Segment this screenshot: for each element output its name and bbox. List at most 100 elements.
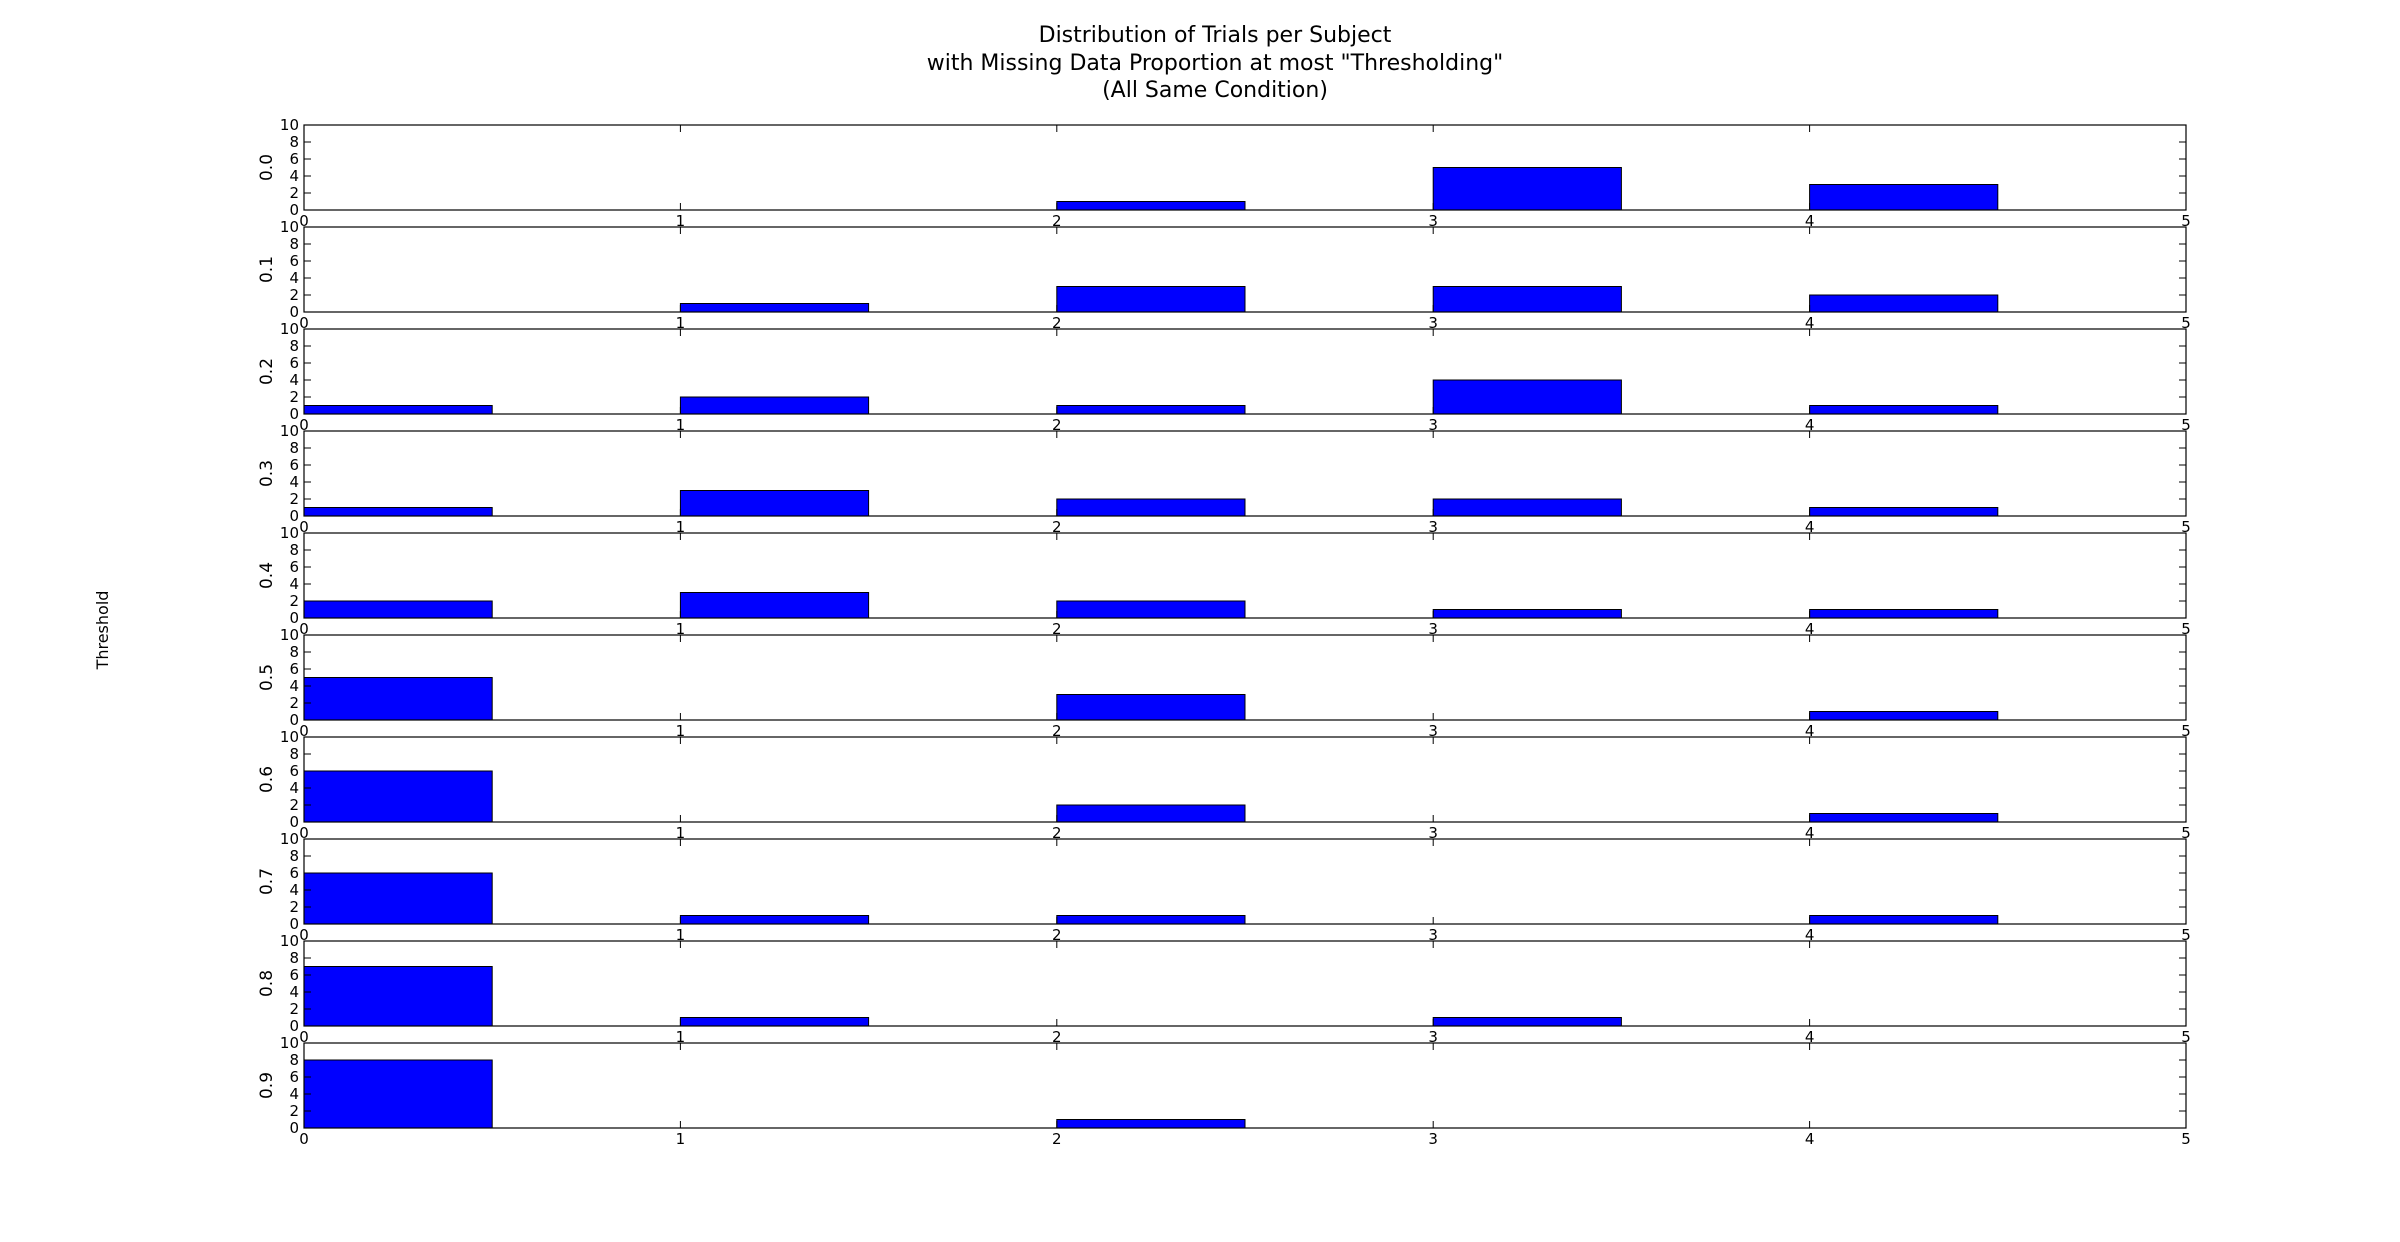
xtick-label-3-1: 1 (676, 518, 686, 536)
bar-9-2 (1056, 1119, 1246, 1129)
bar-7-2 (1056, 915, 1246, 925)
bar-7-1 (679, 915, 870, 925)
ytick-label-7-0: 0 (289, 915, 299, 933)
ytick-label-4-2: 4 (289, 575, 299, 593)
ytick-label-2-1: 2 (289, 388, 299, 406)
panel-frame-6 (303, 736, 2187, 823)
bar-4-4 (1809, 609, 1999, 619)
panel-frame-0 (303, 124, 2187, 211)
ytick-label-0-3: 6 (289, 150, 299, 168)
bar-4-1 (679, 592, 870, 619)
ytick-label-8-5: 10 (280, 932, 299, 950)
ytick-label-3-4: 8 (289, 439, 299, 457)
ytick-label-4-3: 6 (289, 558, 299, 576)
ytick-label-9-2: 4 (289, 1085, 299, 1103)
ytick-label-7-3: 6 (289, 864, 299, 882)
xtick-label-2-2: 2 (1052, 416, 1062, 434)
panel-label-5: 0.5 (257, 664, 277, 691)
xtick-label-5-3: 3 (1428, 722, 1438, 740)
xtick-label-4-5: 5 (2181, 620, 2191, 638)
bar-2-3 (1432, 379, 1622, 415)
panel-label-8: 0.8 (257, 970, 277, 997)
xtick-label-1-5: 5 (2181, 314, 2191, 332)
bar-5-4 (1809, 711, 1999, 721)
xtick-label-3-4: 4 (1805, 518, 1815, 536)
xtick-label-6-3: 3 (1428, 824, 1438, 842)
ytick-label-5-5: 10 (280, 626, 299, 644)
xtick-label-1-2: 2 (1052, 314, 1062, 332)
ytick-label-3-3: 6 (289, 456, 299, 474)
bar-2-4 (1809, 405, 1999, 415)
xtick-label-6-4: 4 (1805, 824, 1815, 842)
ytick-label-8-1: 2 (289, 1000, 299, 1018)
xtick-label-8-2: 2 (1052, 1028, 1062, 1046)
ytick-label-8-3: 6 (289, 966, 299, 984)
xtick-label-4-1: 1 (676, 620, 686, 638)
xtick-label-4-0: 0 (299, 620, 309, 638)
panel-frame-4 (303, 532, 2187, 619)
ytick-label-1-3: 6 (289, 252, 299, 270)
y-axis-label: Threshold (93, 591, 112, 671)
panel-frame-8 (303, 940, 2187, 1027)
xtick-label-3-5: 5 (2181, 518, 2191, 536)
xtick-label-3-0: 0 (299, 518, 309, 536)
xtick-label-0-2: 2 (1052, 212, 1062, 230)
ytick-label-5-3: 6 (289, 660, 299, 678)
ytick-label-3-2: 4 (289, 473, 299, 491)
ytick-label-3-1: 2 (289, 490, 299, 508)
xtick-label-2-5: 5 (2181, 416, 2191, 434)
ytick-label-0-5: 10 (280, 116, 299, 134)
bar-7-0 (303, 872, 493, 925)
ytick-label-6-5: 10 (280, 728, 299, 746)
xtick-label-2-4: 4 (1805, 416, 1815, 434)
bar-2-2 (1056, 405, 1246, 415)
ytick-label-2-3: 6 (289, 354, 299, 372)
bar-3-2 (1056, 498, 1246, 517)
bar-2-0 (303, 405, 493, 415)
ytick-label-4-5: 10 (280, 524, 299, 542)
xtick-label-3-3: 3 (1428, 518, 1438, 536)
panel-label-1: 0.1 (257, 256, 277, 283)
ytick-label-1-4: 8 (289, 235, 299, 253)
bar-0-4 (1809, 184, 1999, 211)
ytick-label-8-4: 8 (289, 949, 299, 967)
panel-label-2: 0.2 (257, 358, 277, 385)
xtick-label-8-5: 5 (2181, 1028, 2191, 1046)
xtick-label-9-0: 0 (299, 1130, 309, 1148)
ytick-label-0-1: 2 (289, 184, 299, 202)
xtick-label-6-2: 2 (1052, 824, 1062, 842)
ytick-label-4-0: 0 (289, 609, 299, 627)
ytick-label-2-0: 0 (289, 405, 299, 423)
bar-0-3 (1432, 167, 1622, 211)
xtick-label-1-3: 3 (1428, 314, 1438, 332)
ytick-label-0-2: 4 (289, 167, 299, 185)
bar-3-3 (1432, 498, 1622, 517)
ytick-label-1-1: 2 (289, 286, 299, 304)
xtick-label-7-1: 1 (676, 926, 686, 944)
panel-label-0: 0.0 (257, 154, 277, 181)
xtick-label-5-1: 1 (676, 722, 686, 740)
xtick-label-2-0: 0 (299, 416, 309, 434)
ytick-label-9-0: 0 (289, 1119, 299, 1137)
ytick-label-1-5: 10 (280, 218, 299, 236)
xtick-label-7-5: 5 (2181, 926, 2191, 944)
ytick-label-5-1: 2 (289, 694, 299, 712)
xtick-label-9-4: 4 (1805, 1130, 1815, 1148)
ytick-label-8-2: 4 (289, 983, 299, 1001)
ytick-label-9-4: 8 (289, 1051, 299, 1069)
xtick-label-2-1: 1 (676, 416, 686, 434)
bar-4-3 (1432, 609, 1622, 619)
panel-label-4: 0.4 (257, 562, 277, 589)
bar-6-4 (1809, 813, 1999, 823)
panel-label-3: 0.3 (257, 460, 277, 487)
xtick-label-7-4: 4 (1805, 926, 1815, 944)
ytick-label-7-4: 8 (289, 847, 299, 865)
